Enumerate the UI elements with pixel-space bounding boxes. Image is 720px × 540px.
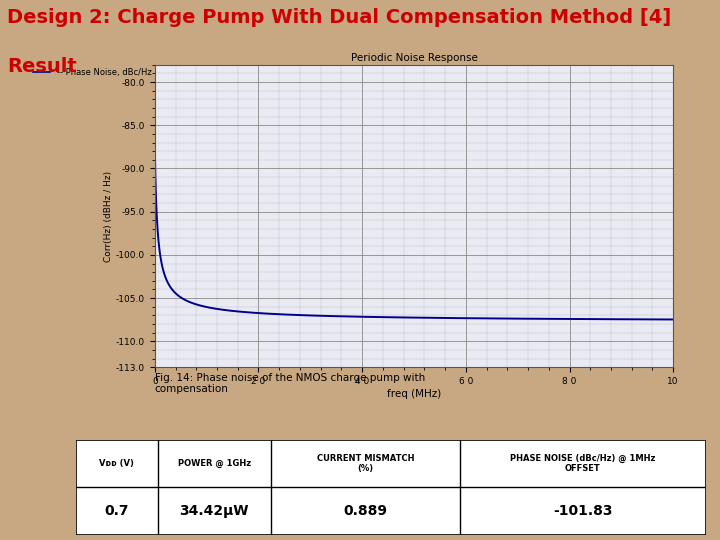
- Text: Design 2: Charge Pump With Dual Compensation Method [4]: Design 2: Charge Pump With Dual Compensa…: [7, 8, 672, 27]
- Text: 0.889: 0.889: [343, 504, 387, 518]
- Text: 0.7: 0.7: [104, 504, 129, 518]
- Text: Result: Result: [7, 57, 77, 76]
- Title: Periodic Noise Response: Periodic Noise Response: [351, 52, 477, 63]
- Legend: -- Phase Noise, dBc/Hz: -- Phase Noise, dBc/Hz: [30, 65, 155, 80]
- Text: Vᴅᴅ (V): Vᴅᴅ (V): [99, 459, 134, 468]
- Y-axis label: Corr(Hz) (dBHz / Hz): Corr(Hz) (dBHz / Hz): [104, 171, 113, 261]
- Text: Fig. 14: Phase noise of the NMOS charge pump with
compensation: Fig. 14: Phase noise of the NMOS charge …: [155, 373, 425, 394]
- Text: CURRENT MISMATCH
(%): CURRENT MISMATCH (%): [317, 454, 414, 474]
- X-axis label: freq (MHz): freq (MHz): [387, 389, 441, 399]
- Text: PHASE NOISE (dBc/Hz) @ 1MHz
OFFSET: PHASE NOISE (dBc/Hz) @ 1MHz OFFSET: [510, 454, 655, 474]
- Text: POWER @ 1GHz: POWER @ 1GHz: [178, 459, 251, 468]
- Text: -101.83: -101.83: [553, 504, 613, 518]
- Text: 34.42μW: 34.42μW: [179, 504, 249, 518]
